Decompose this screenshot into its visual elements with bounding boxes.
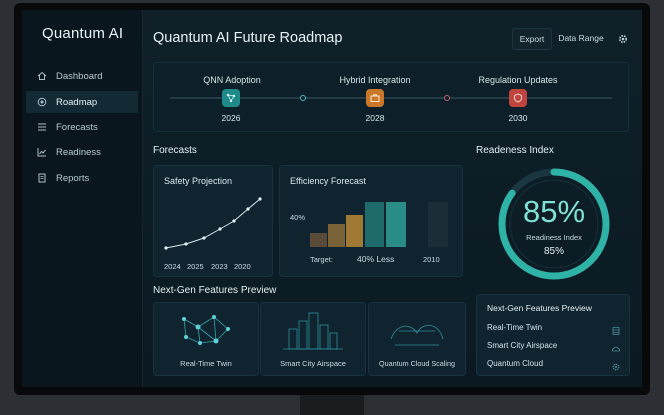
briefcase-icon[interactable]	[366, 89, 384, 107]
efficiency-bar	[328, 224, 345, 247]
readiness-sub-value: 85%	[543, 246, 564, 257]
page-title: Quantum AI Future Roadmap	[153, 30, 343, 46]
brand-title: Quantum AI	[42, 25, 124, 42]
efficiency-target-value: 40% Less	[357, 254, 395, 264]
sidebar-item-forecasts[interactable]: Forecasts	[26, 116, 138, 138]
safety-x-label: 2020	[234, 262, 251, 271]
sidebar-item-label: Forecasts	[56, 121, 98, 133]
shield-icon[interactable]	[509, 89, 527, 107]
sidebar-item-dashboard[interactable]: Dashboard	[26, 65, 138, 87]
document-icon	[36, 172, 48, 184]
features-list-item[interactable]: Quantum Cloud	[487, 359, 544, 368]
feature-card-label: Quantum Cloud Scaling	[379, 359, 455, 368]
table-icon	[611, 323, 621, 335]
network-icon[interactable]	[222, 89, 240, 107]
readiness-heading: Readeness Index	[476, 145, 554, 156]
safety-line-chart	[164, 197, 262, 250]
list-icon	[36, 121, 48, 133]
efficiency-bar	[310, 233, 327, 247]
timeline-line	[170, 95, 612, 101]
efficiency-bar	[428, 202, 448, 247]
safety-x-label: 2023	[211, 262, 228, 271]
readiness-sub-label: Readiness Index	[526, 233, 582, 242]
efficiency-axis-label: 40%	[290, 213, 306, 222]
home-icon	[36, 70, 48, 82]
readiness-arc	[498, 168, 610, 280]
milestone-regulation-label: Regulation Updates	[478, 75, 558, 85]
sidebar-item-readiness[interactable]: Readiness	[26, 141, 138, 163]
features-list-item[interactable]: Smart City Airspace	[487, 341, 558, 350]
gear-icon	[611, 359, 621, 371]
roadmap-timeline: QNN Adoption 2026 Hybrid Integration 202…	[153, 62, 629, 132]
features-heading: Next-Gen Features Preview	[153, 285, 277, 296]
safety-projection-title: Safety Projection	[164, 176, 233, 186]
sidebar-item-label: Dashboard	[56, 70, 103, 82]
features-list-title: Next-Gen Features Preview	[487, 303, 592, 313]
feature-card-real-time-twin[interactable]: Real-Time Twin	[153, 302, 259, 376]
dashboard-screen: Quantum AI Dashboard Roadmap Forecasts R…	[22, 10, 642, 387]
safety-x-label: 2024	[164, 262, 181, 271]
features-list-panel: Next-Gen Features Preview Real-Time Twin…	[476, 294, 630, 376]
safety-projection-card[interactable]: Safety Projection 2024 2025 2023 2020	[153, 165, 273, 277]
forecasts-heading: Forecasts	[153, 145, 197, 156]
efficiency-forecast-card[interactable]: Efficiency Forecast 40% Target: 40% Less…	[279, 165, 463, 277]
chart-icon	[36, 146, 48, 158]
cloud-icon	[390, 325, 444, 346]
feature-card-smart-city[interactable]: Smart City Airspace	[260, 302, 366, 376]
efficiency-bar	[346, 215, 363, 247]
sidebar-item-label: Roadmap	[56, 96, 98, 108]
sidebar-item-roadmap[interactable]: Roadmap	[26, 91, 138, 113]
export-button[interactable]: Export	[512, 28, 552, 50]
target-icon	[36, 96, 48, 108]
monitor-stand	[300, 395, 364, 415]
readiness-gauge: 85% Readiness Index 85%	[496, 166, 612, 282]
sidebar-item-label: Readiness	[56, 146, 101, 158]
milestone-qnn-year: 2026	[221, 113, 241, 123]
efficiency-target-label: Target:	[310, 255, 333, 264]
network-icon	[182, 315, 230, 345]
city-icon	[283, 312, 343, 350]
sidebar: Quantum AI Dashboard Roadmap Forecasts R…	[22, 10, 143, 387]
features-list-item[interactable]: Real-Time Twin	[487, 323, 543, 332]
sidebar-item-reports[interactable]: Reports	[26, 167, 138, 189]
milestone-hybrid-label: Hybrid Integration	[339, 75, 411, 85]
readiness-value: 85%	[522, 194, 586, 229]
date-range-button[interactable]: Data Range	[558, 33, 604, 43]
sidebar-item-label: Reports	[56, 172, 90, 184]
milestone-qnn-label: QNN Adoption	[203, 75, 261, 85]
efficiency-forecast-title: Efficiency Forecast	[290, 176, 366, 186]
milestone-regulation-year: 2030	[508, 113, 528, 123]
cloud-icon	[611, 341, 621, 352]
feature-card-label: Smart City Airspace	[280, 359, 346, 368]
efficiency-bar	[386, 202, 406, 247]
efficiency-bar-chart	[310, 202, 448, 247]
readiness-ring	[498, 168, 610, 280]
gear-icon[interactable]	[617, 32, 629, 44]
efficiency-bar	[365, 202, 384, 247]
milestone-hybrid-year: 2028	[365, 113, 385, 123]
efficiency-end-label: 2010	[423, 255, 440, 264]
safety-x-label: 2025	[187, 262, 204, 271]
feature-card-quantum-cloud[interactable]: Quantum Cloud Scaling	[368, 302, 466, 376]
feature-card-label: Real-Time Twin	[180, 359, 232, 368]
